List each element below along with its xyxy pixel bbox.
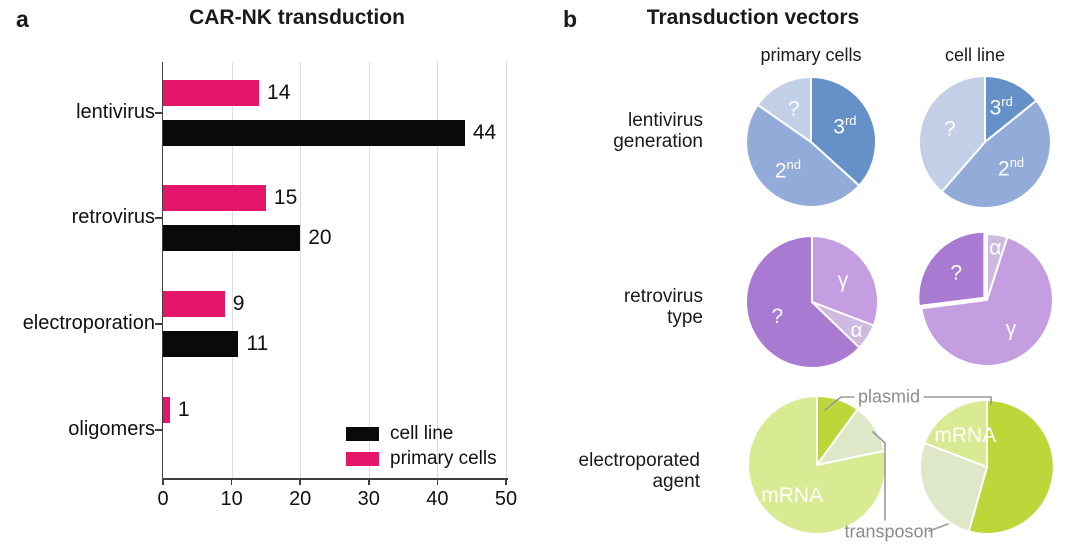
y-axis-line [161,62,163,478]
category-label: electroporation [22,312,155,334]
category-label: retrovirus [71,206,155,228]
row-label-retrovirus-type: retrovirus type [540,286,703,328]
bar-retrovirus-primary-cells [163,185,266,211]
pie-slice [745,235,861,369]
panel-a-label: a [16,6,29,32]
x-tick-label: 20 [289,488,312,510]
panel-b-title: Transduction vectors [646,6,860,29]
legend-label: primary cells [390,448,497,469]
gridline [437,62,439,478]
bar-electroporation-cell-line [163,331,239,357]
gridline [368,62,370,478]
row-label-line: generation [613,131,703,152]
x-tick-mark [505,478,507,485]
pie-slice-label: γ [1006,318,1017,341]
legend-swatch [346,452,379,466]
y-tick-mark [155,217,162,219]
pie-slice [756,76,812,143]
pie-electroporated-agent-cell-line: mRNA [918,399,1055,535]
row-label-line: retrovirus [623,286,703,307]
panel-b-label: b [563,6,578,32]
pie-slice-label: γ [838,269,849,292]
bar-electroporation-primary-cells [163,291,225,317]
bar-value-label: 44 [472,121,497,144]
pie-slice [810,76,877,187]
pie-slice [923,399,988,468]
pie-slice-label: mRNA [934,424,996,447]
category-label: lentivirus [76,101,155,123]
bar-lentivirus-primary-cells [163,80,260,106]
pie-retrovirus-type-cell-line: α γ? [917,230,1054,367]
pie-electroporated-agent-primary-cells: mRNA [746,395,887,535]
row-label-line: agent [652,471,700,492]
y-tick-mark [155,429,162,431]
callout-line [928,523,949,532]
pie-slice [918,442,988,533]
pie-slice [920,236,1054,367]
pie-slice-label: α [989,236,1001,259]
column-header-primary-cells: primary cells [760,45,862,65]
category-label: oligomers [68,418,155,440]
pie-slice [746,395,887,535]
pie-slice [917,230,986,307]
x-tick-label: 30 [357,488,380,510]
bar-chart-title: CAR-NK transduction [189,6,405,29]
bar-retrovirus-cell-line [163,225,301,251]
x-tick-label: 0 [157,488,169,510]
row-label-lentivirus-generation: lentivirus generation [540,110,703,152]
row-label-line: type [667,307,703,328]
bar-lentivirus-cell-line [163,120,465,146]
callout-label-plasmid: plasmid [857,386,921,407]
x-tick-mark [230,478,233,485]
pie-slice-label: α [851,319,863,342]
x-tick-mark [162,478,164,485]
bar-value-label: 14 [267,81,291,104]
bar-value-label: 20 [308,226,332,249]
pie-slice-label: ? [772,305,784,328]
row-label-line: electroporated [578,450,700,471]
x-tick-label: 40 [426,488,449,510]
pie-slice [984,75,1038,143]
gridline [506,62,507,478]
row-label-line: lentivirus [628,110,703,131]
bar-value-label: 1 [177,398,190,421]
gridline [300,62,302,478]
bar-value-label: 9 [232,292,245,315]
gridline [231,62,233,478]
pie-slice [940,99,1052,209]
pie-slice-label: ? [944,117,956,140]
pie-slice [811,235,879,327]
legend-swatch [346,427,379,441]
pie-slice [745,103,861,208]
pie-slice-label: mRNA [761,484,823,507]
column-header-cell-line: cell line [944,45,1006,65]
pie-slice [918,75,986,193]
pie-retrovirus-type-primary-cells: γ α? [745,235,879,369]
pie-slice [967,399,1055,535]
callout-line [872,431,886,521]
callout-line [923,396,992,405]
pie-slice-label: ? [950,261,962,284]
x-tick-label: 10 [220,488,243,510]
bar-value-label: 15 [273,186,298,209]
bar-oligomers-primary-cells [163,397,170,423]
x-tick-mark [368,478,370,485]
legend-label: cell line [390,423,454,444]
y-tick-mark [155,112,162,114]
row-label-electroporated-agent: electroporated agent [540,450,700,492]
x-tick-mark [436,478,439,485]
callout-line [824,396,855,411]
x-tick-label: 50 [494,488,518,510]
y-tick-mark [155,323,162,325]
x-tick-mark [299,478,301,485]
pie-slice-label: ? [788,98,800,121]
bar-value-label: 11 [246,332,269,355]
callout-label-transposon: transposon [844,521,934,542]
x-axis-line [161,478,508,480]
